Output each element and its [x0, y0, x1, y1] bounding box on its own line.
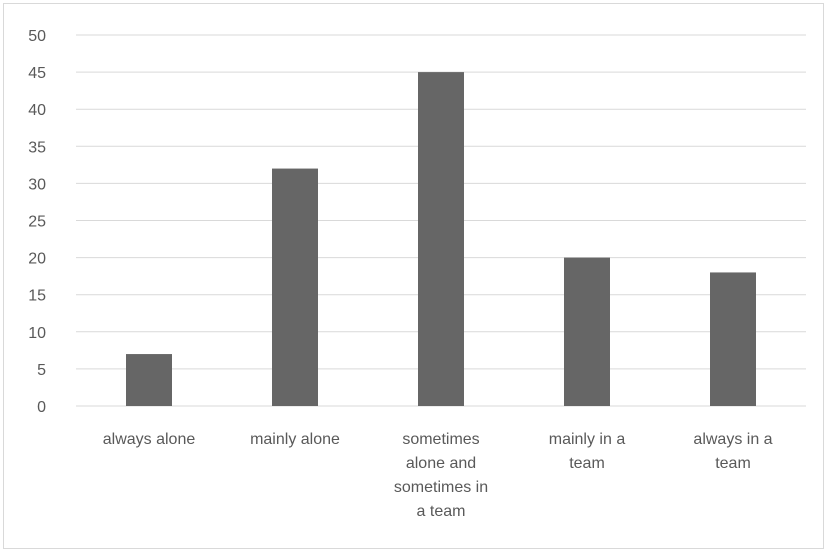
y-tick-label: 45 — [28, 65, 46, 82]
x-tick-label: mainly in a team — [549, 431, 626, 472]
x-tick-label: always alone — [103, 431, 196, 448]
bar — [126, 354, 172, 406]
x-tick-label-line: mainly alone — [250, 431, 340, 448]
x-tick-label-line: always alone — [103, 431, 196, 448]
x-tick-label-line: sometimes — [402, 431, 479, 448]
y-tick-label: 0 — [37, 399, 46, 416]
x-tick-label-line: team — [569, 455, 605, 472]
bar — [710, 272, 756, 406]
x-tick-label-line: team — [715, 455, 751, 472]
x-tick-label: sometimes alone and sometimes in a team — [394, 431, 488, 520]
y-tick-label: 40 — [28, 102, 46, 119]
x-tick-label-line: alone and — [406, 455, 476, 472]
y-tick-label: 50 — [28, 28, 46, 45]
y-tick-label: 5 — [37, 362, 46, 379]
y-tick-label: 25 — [28, 214, 46, 231]
y-tick-label: 30 — [28, 176, 46, 193]
x-tick-label: always in a team — [693, 431, 772, 472]
y-tick-label: 20 — [28, 251, 46, 268]
chart-frame — [3, 3, 824, 549]
bar — [272, 168, 318, 406]
y-tick-label: 35 — [28, 139, 46, 156]
x-tick-label-line: a team — [417, 503, 466, 520]
y-tick-label: 15 — [28, 288, 46, 305]
bar — [418, 72, 464, 406]
x-tick-label-line: sometimes in — [394, 479, 488, 496]
x-tick-label: mainly alone — [250, 431, 340, 448]
x-tick-label-line: always in a — [693, 431, 772, 448]
x-tick-label-line: mainly in a — [549, 431, 626, 448]
y-tick-label: 10 — [28, 325, 46, 342]
bar — [564, 257, 610, 406]
